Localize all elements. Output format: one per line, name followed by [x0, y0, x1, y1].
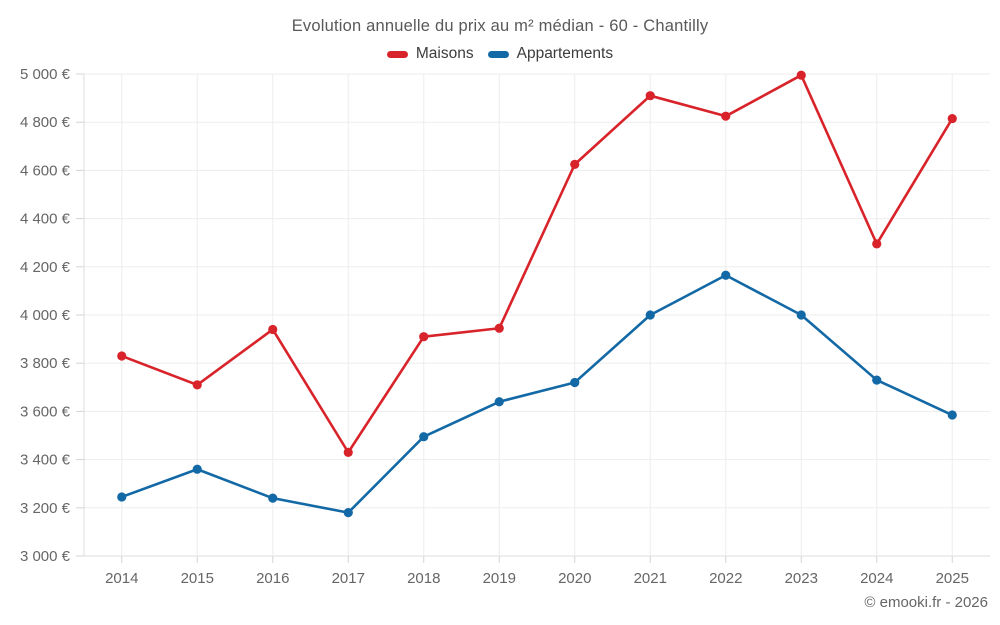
y-axis-tick-label: 4 800 € [20, 114, 71, 131]
y-axis-tick-label: 3 400 € [20, 452, 71, 469]
data-point-appartements-2023[interactable] [796, 310, 806, 320]
chart-title: Evolution annuelle du prix au m² médian … [291, 17, 709, 35]
data-point-appartements-2015[interactable] [192, 464, 202, 474]
x-axis-tick-label: 2016 [256, 570, 289, 587]
data-point-maisons-2014[interactable] [117, 351, 127, 361]
data-point-maisons-2021[interactable] [645, 91, 655, 101]
x-axis-tick-label: 2017 [332, 570, 365, 587]
data-point-appartements-2021[interactable] [645, 310, 655, 320]
x-axis-tick-label: 2020 [558, 570, 591, 587]
series-line-maisons [120, 73, 954, 454]
data-point-appartements-2025[interactable] [947, 410, 957, 420]
data-point-appartements-2017[interactable] [343, 508, 353, 518]
y-axis-tick-label: 3 600 € [20, 403, 71, 420]
y-axis-tick-label: 4 200 € [20, 259, 71, 276]
y-axis-tick-label: 3 000 € [20, 548, 71, 565]
legend-item-maisons[interactable]: Maisons [386, 45, 474, 63]
legend-label-appartements: Appartements [516, 45, 614, 62]
data-point-appartements-2022[interactable] [721, 270, 731, 280]
chart-legend: Maisons Appartements [0, 45, 1000, 63]
data-point-maisons-2020[interactable] [570, 159, 580, 169]
y-axis-tick-label: 4 600 € [20, 162, 71, 179]
data-point-maisons-2019[interactable] [494, 323, 504, 333]
data-point-appartements-2020[interactable] [570, 377, 580, 388]
data-point-maisons-2024[interactable] [872, 239, 882, 249]
data-point-maisons-2022[interactable] [721, 111, 731, 121]
data-point-maisons-2023[interactable] [796, 70, 806, 80]
data-point-maisons-2016[interactable] [268, 324, 278, 335]
x-axis-tick-label: 2025 [936, 570, 969, 587]
legend-label-maisons: Maisons [415, 45, 474, 62]
data-point-maisons-2025[interactable] [947, 113, 957, 124]
y-axis-tick-label: 3 800 € [20, 355, 71, 372]
y-axis-tick-label: 3 200 € [20, 500, 71, 517]
data-point-maisons-2015[interactable] [192, 380, 202, 390]
x-axis-tick-label: 2024 [860, 570, 893, 587]
appartements-series-swatch-icon [487, 50, 509, 58]
y-axis-tick-label: 5 000 € [20, 66, 71, 83]
y-axis-tick-label: 4 400 € [20, 211, 71, 228]
data-point-appartements-2014[interactable] [117, 492, 127, 502]
y-axis-tick-label: 4 000 € [20, 307, 71, 324]
x-axis-tick-label: 2019 [483, 570, 516, 587]
data-point-appartements-2019[interactable] [494, 397, 504, 407]
data-point-maisons-2017[interactable] [343, 447, 353, 457]
maisons-series-swatch-icon [386, 50, 408, 58]
data-point-appartements-2016[interactable] [268, 493, 278, 503]
data-point-appartements-2018[interactable] [419, 432, 429, 442]
data-point-appartements-2024[interactable] [872, 375, 882, 385]
series-line-appartements [120, 273, 954, 514]
data-point-maisons-2018[interactable] [419, 332, 429, 342]
x-axis-tick-label: 2022 [709, 570, 742, 587]
copyright-credit: © emooki.fr - 2026 [864, 594, 988, 611]
x-axis-tick-label: 2023 [785, 570, 818, 587]
legend-item-appartements[interactable]: Appartements [487, 45, 614, 63]
x-axis-tick-label: 2018 [407, 570, 440, 587]
x-axis-tick-label: 2021 [634, 570, 667, 587]
x-axis-tick-label: 2014 [105, 570, 138, 587]
x-axis-tick-label: 2015 [181, 570, 214, 587]
